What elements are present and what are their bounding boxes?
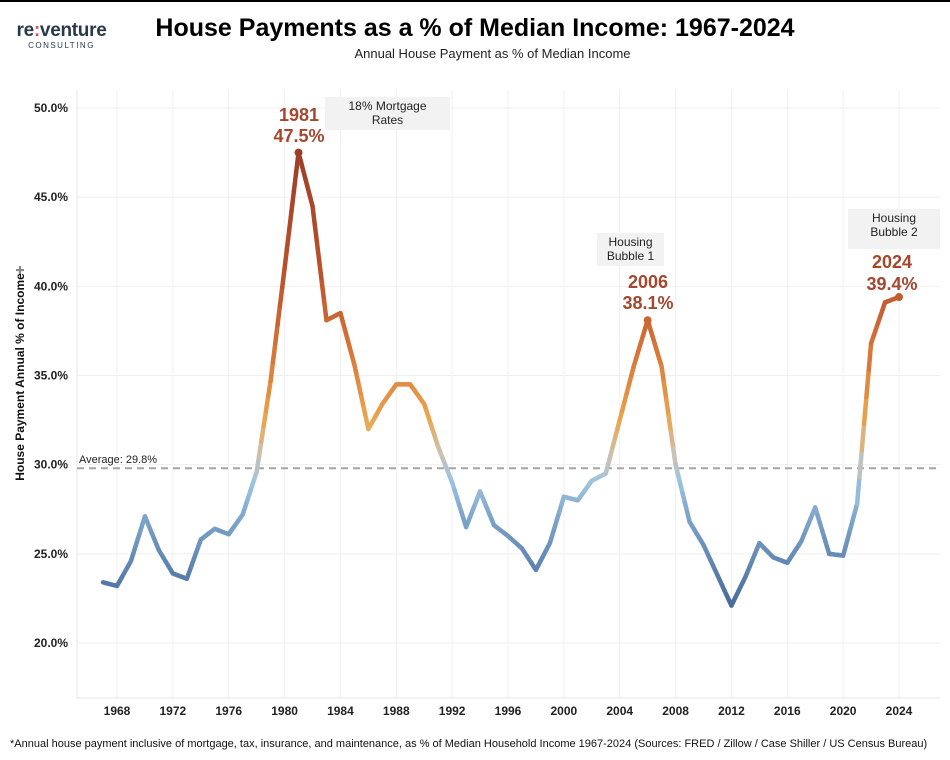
y-tick-label: 40.0% <box>34 279 68 293</box>
annotation-note-line1: 18% Mortgage <box>348 99 426 113</box>
x-tick-label: 1976 <box>215 704 242 718</box>
line-segment <box>671 432 673 448</box>
line-segment <box>280 287 282 306</box>
average-label: Average: 29.8% <box>79 454 157 466</box>
line-segment <box>866 370 868 397</box>
x-tick-label: 2004 <box>606 704 633 718</box>
gridlines <box>77 90 940 698</box>
line-segment <box>315 225 317 244</box>
annotation-value: 39.4% <box>866 274 917 294</box>
y-tick-label: 45.0% <box>34 190 68 204</box>
annotation-value: 47.5% <box>273 126 324 146</box>
annotation-note-line2: Bubble 2 <box>870 225 918 239</box>
line-segment <box>278 306 280 325</box>
line-segment <box>289 211 291 230</box>
y-tick-label: 25.0% <box>34 547 68 561</box>
annotations: 18% MortgageRates198147.5%HousingBubble … <box>273 97 940 324</box>
line-segment <box>294 172 296 191</box>
x-tick-label: 1968 <box>104 704 131 718</box>
annotation-note-line1: Housing <box>872 211 916 225</box>
y-tick-label: 50.0% <box>34 101 68 115</box>
y-tick-label: 35.0% <box>34 369 68 383</box>
y-tick-label: 20.0% <box>34 636 68 650</box>
x-tick-label: 2012 <box>718 704 745 718</box>
line-segment <box>869 343 871 370</box>
x-tick-label: 1980 <box>271 704 298 718</box>
line-segment <box>859 450 861 477</box>
axes: 20.0% 25.0% 30.0% 35.0% 40.0% 45.0% 50.0% 1968 1… <box>13 101 913 718</box>
line-segment <box>322 282 324 301</box>
x-tick-label: 1988 <box>383 704 410 718</box>
y-axis-title: House Payment Annual % of Income <box>13 273 27 481</box>
line-segment <box>259 441 261 456</box>
line-segment <box>319 263 321 282</box>
line-segment <box>282 269 284 288</box>
annotation-note-line2: Rates <box>372 113 403 127</box>
line-segment <box>268 381 270 396</box>
line-segment <box>317 244 319 263</box>
line-segment <box>273 343 275 362</box>
x-tick-label: 1996 <box>495 704 522 718</box>
x-tick-label: 1984 <box>327 704 354 718</box>
line-segment <box>292 191 294 210</box>
peak-marker <box>644 316 652 324</box>
line-segment <box>285 249 287 268</box>
annotation-year: 1981 <box>279 105 319 125</box>
line-segment <box>271 362 273 381</box>
annotation-value: 38.1% <box>622 293 673 313</box>
line-segment <box>673 448 675 464</box>
line-segment <box>662 367 664 383</box>
x-tick-label: 1972 <box>160 704 187 718</box>
line-segment <box>287 230 289 249</box>
line-segment <box>666 399 668 415</box>
annotation-note-line2: Bubble 1 <box>607 249 655 263</box>
line-segment <box>324 301 326 320</box>
x-tick-label: 2008 <box>662 704 689 718</box>
x-tick-label: 2020 <box>830 704 857 718</box>
x-tick-label: 2000 <box>551 704 578 718</box>
peak-marker <box>895 293 903 301</box>
x-tick-label: 2024 <box>886 704 913 718</box>
annotation-note-line1: Housing <box>608 235 652 249</box>
y-tick-label: 30.0% <box>34 458 68 472</box>
line-segment <box>261 426 263 441</box>
series-line <box>103 153 899 606</box>
line-segment <box>864 397 866 424</box>
line-segment <box>862 424 864 451</box>
line-segment <box>857 477 859 504</box>
x-tick-label: 1992 <box>439 704 466 718</box>
line-segment <box>264 411 266 426</box>
line-segment <box>664 383 666 399</box>
line-segment <box>669 416 671 432</box>
x-tick-label: 2016 <box>774 704 801 718</box>
annotation-year: 2006 <box>628 272 668 292</box>
peak-marker <box>295 149 303 157</box>
line-segment <box>266 396 268 411</box>
annotation-year: 2024 <box>872 252 912 272</box>
line-segment <box>313 206 315 225</box>
line-segment <box>257 457 259 472</box>
footnote: *Annual house payment inclusive of mortg… <box>10 738 927 750</box>
line-segment <box>275 325 277 344</box>
pin-icon: ✚ <box>15 265 27 274</box>
